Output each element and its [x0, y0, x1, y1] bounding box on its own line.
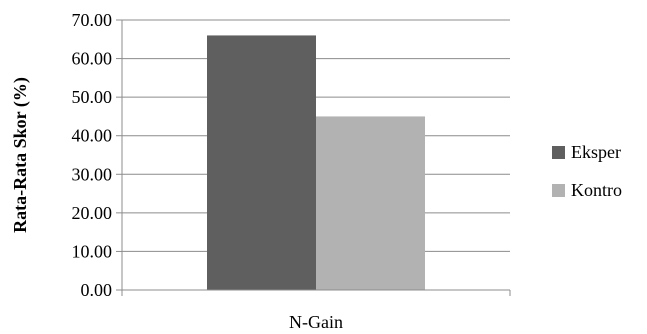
y-tick-label: 50.00 [72, 87, 113, 107]
legend-swatch-kontro [552, 184, 565, 197]
x-category-label: N-Gain [289, 312, 343, 332]
y-tick-label: 40.00 [72, 126, 113, 146]
legend-label-eksper: Eksper [571, 142, 621, 162]
y-tick-label: 20.00 [72, 203, 113, 223]
y-tick-label: 70.00 [72, 10, 113, 30]
y-tick-label: 10.00 [72, 241, 113, 261]
bars [207, 35, 425, 290]
y-axis-title: Rata-Rata Skor (%) [10, 77, 31, 233]
y-tick-label: 60.00 [72, 49, 113, 69]
legend-swatch-eksper [552, 146, 565, 159]
legend: Eksper Kontro [552, 142, 622, 200]
y-tick-label: 0.00 [81, 280, 113, 300]
bar-eksper [207, 35, 316, 290]
legend-label-kontro: Kontro [571, 180, 622, 200]
axes: 0.00 10.00 20.00 30.00 40.00 50.00 60.00 70.00 N… [72, 10, 511, 332]
bar-kontro [316, 116, 425, 290]
y-tick-label: 30.00 [72, 164, 113, 184]
